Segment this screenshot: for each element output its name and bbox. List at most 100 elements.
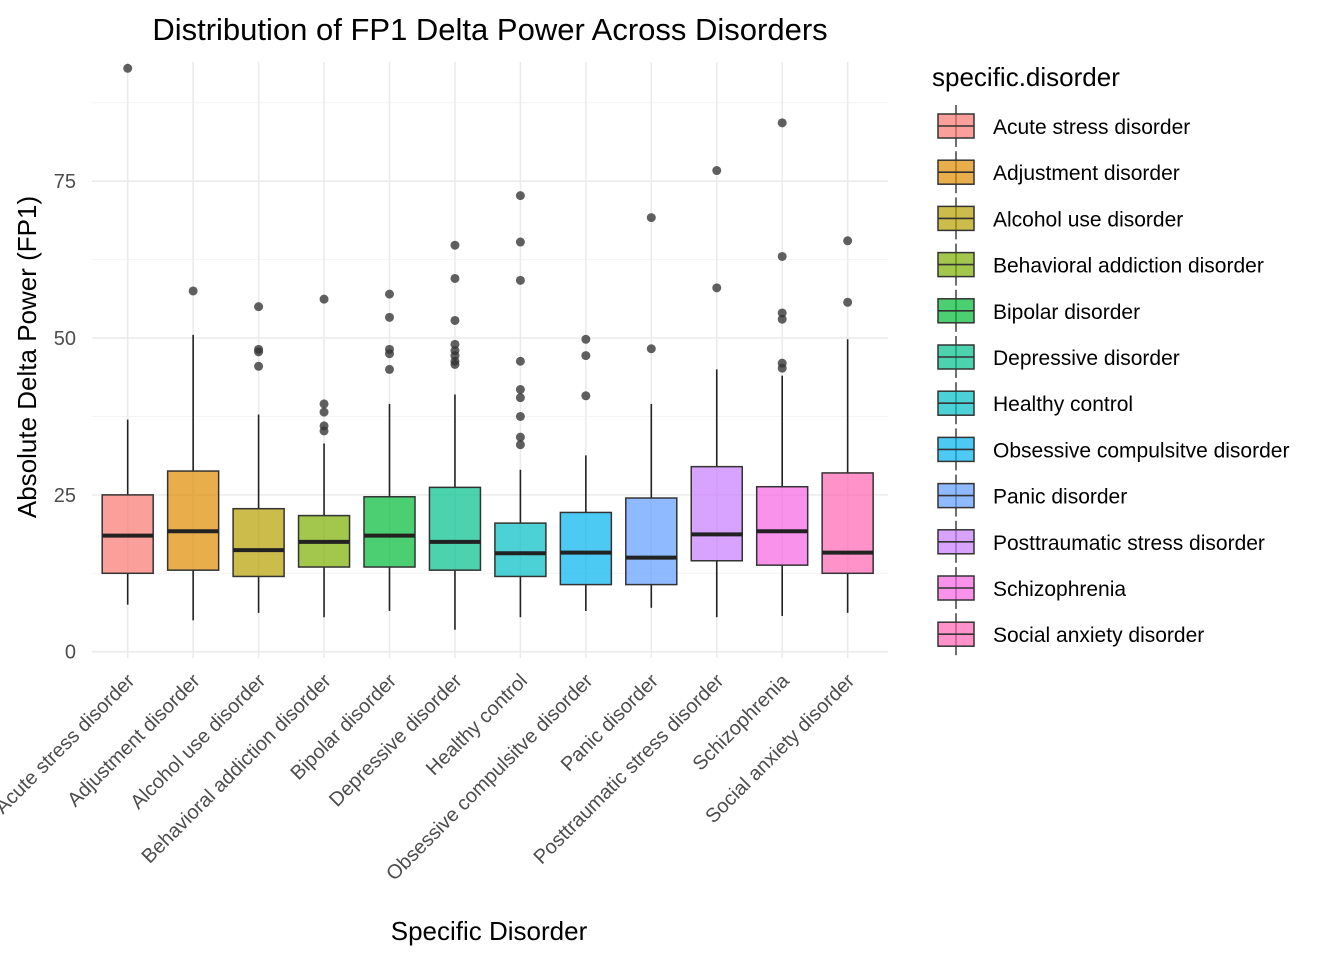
- legend-title: specific.disorder: [932, 62, 1120, 92]
- outlier-point: [254, 302, 264, 312]
- box-8: [559, 334, 613, 611]
- outlier-point: [777, 358, 787, 368]
- outlier-point: [515, 411, 525, 421]
- outlier-point: [385, 364, 394, 374]
- legend-label: Alcohol use disorder: [993, 208, 1183, 231]
- box-body: [232, 507, 285, 578]
- outlier-point: [254, 361, 264, 371]
- legend-item-11: Schizophrenia: [937, 567, 1126, 609]
- outlier-point: [385, 312, 394, 322]
- box-2: [166, 286, 220, 621]
- legend-item-3: Alcohol use disorder: [937, 197, 1183, 240]
- legend-label: Posttraumatic stress disorder: [993, 532, 1265, 555]
- outlier-point: [319, 407, 329, 417]
- legend-item-6: Depressive disorder: [937, 336, 1180, 378]
- box-body: [166, 470, 220, 571]
- box-body: [494, 522, 547, 578]
- legend-item-9: Panic disorder: [937, 474, 1127, 517]
- outlier-point: [385, 289, 394, 299]
- outlier-point: [515, 393, 525, 403]
- y-axis-title: Absolute Delta Power (FP1): [12, 196, 42, 518]
- box-5: [363, 289, 416, 611]
- outlier-point: [515, 384, 525, 394]
- outlier-point: [450, 273, 460, 283]
- outlier-point: [450, 315, 460, 325]
- box-11: [755, 118, 809, 616]
- y-tick-label: 50: [54, 328, 76, 350]
- legend-item-2: Adjustment disorder: [937, 151, 1180, 194]
- box-4: [297, 294, 351, 618]
- legend-label: Healthy control: [993, 393, 1133, 416]
- legend-label: Schizophrenia: [993, 578, 1126, 601]
- x-axis-title: Specific Disorder: [391, 916, 588, 946]
- box-10: [690, 166, 743, 618]
- outlier-point: [450, 240, 460, 250]
- outlier-point: [777, 308, 787, 318]
- box-9: [625, 213, 678, 608]
- y-tick-label: 75: [54, 171, 76, 193]
- legend-label: Obsessive compulsitve disorder: [993, 439, 1289, 462]
- outlier-point: [843, 236, 853, 246]
- outlier-point: [777, 314, 787, 324]
- outlier-point: [319, 399, 329, 409]
- y-axis-ticks: 0 25 50 75: [54, 171, 76, 664]
- y-tick-label: 25: [54, 485, 76, 507]
- outlier-point: [515, 432, 525, 442]
- boxes: [101, 63, 874, 630]
- box-body: [559, 511, 613, 586]
- box-body: [821, 472, 874, 575]
- box-1: [101, 63, 154, 605]
- y-tick-label: 0: [65, 642, 76, 664]
- legend-label: Acute stress disorder: [993, 116, 1190, 139]
- outlier-point: [515, 191, 525, 201]
- outlier-point: [581, 391, 591, 401]
- outlier-point: [777, 118, 787, 128]
- outlier-point: [385, 344, 394, 354]
- legend-item-1: Acute stress disorder: [937, 105, 1190, 147]
- box-body: [690, 465, 743, 562]
- box-3: [232, 302, 285, 613]
- outlier-point: [450, 339, 460, 349]
- outlier-point: [843, 297, 853, 307]
- legend-label: Bipolar disorder: [993, 301, 1140, 324]
- legend: Acute stress disorder Adjustment disorder…: [937, 105, 1289, 656]
- outlier-point: [777, 251, 787, 261]
- outlier-point: [254, 344, 264, 354]
- legend-label: Depressive disorder: [993, 347, 1180, 370]
- outlier-point: [515, 440, 525, 450]
- box-body: [755, 485, 809, 566]
- legend-item-4: Behavioral addiction disorder: [937, 243, 1264, 286]
- outlier-point: [581, 351, 591, 361]
- legend-item-7: Healthy control: [937, 382, 1133, 425]
- box-body: [625, 497, 678, 586]
- box-6: [428, 240, 482, 630]
- box-12: [821, 236, 874, 613]
- legend-item-12: Social anxiety disorder: [937, 613, 1204, 656]
- legend-label: Behavioral addiction disorder: [993, 255, 1264, 278]
- box-body: [428, 486, 482, 571]
- outlier-point: [319, 294, 329, 304]
- outlier-point: [188, 286, 198, 296]
- legend-item-8: Obsessive compulsitve disorder: [937, 428, 1289, 471]
- legend-item-10: Posttraumatic stress disorder: [937, 520, 1265, 563]
- outlier-point: [646, 213, 656, 223]
- box-7: [494, 191, 547, 618]
- box-body: [363, 496, 416, 568]
- outlier-point: [646, 344, 656, 354]
- outlier-point: [515, 356, 525, 366]
- legend-label: Adjustment disorder: [993, 162, 1180, 185]
- outlier-point: [319, 421, 329, 431]
- outlier-point: [450, 346, 460, 356]
- outlier-point: [515, 275, 525, 285]
- outlier-point: [515, 237, 525, 247]
- legend-label: Social anxiety disorder: [993, 624, 1204, 647]
- chart-title: Distribution of FP1 Delta Power Across D…: [152, 12, 827, 47]
- legend-item-5: Bipolar disorder: [937, 289, 1140, 332]
- outlier-point: [123, 63, 133, 73]
- outlier-point: [712, 283, 722, 293]
- outlier-point: [712, 166, 722, 176]
- outlier-point: [581, 334, 591, 344]
- legend-label: Panic disorder: [993, 486, 1127, 509]
